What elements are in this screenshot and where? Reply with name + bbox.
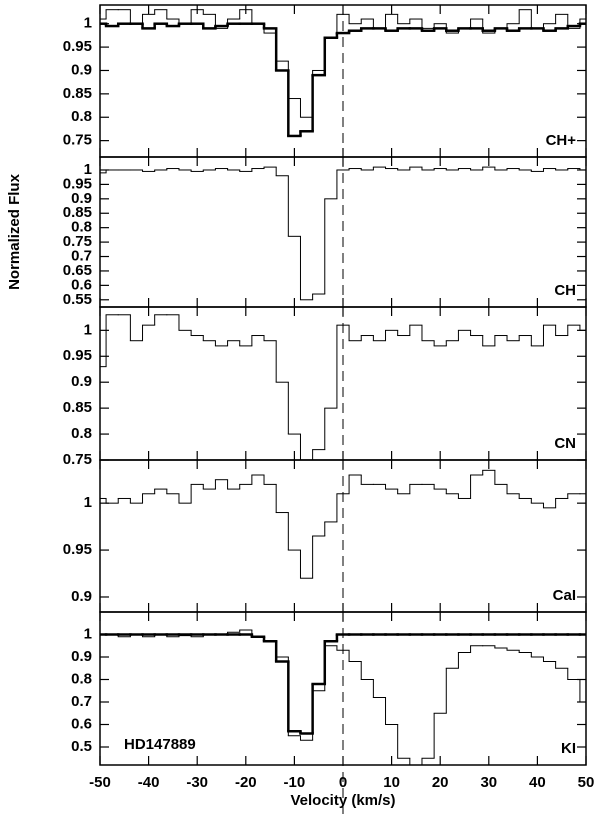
panel-label: KI	[561, 740, 576, 757]
y-tick-label: 0.7	[71, 693, 92, 710]
y-tick-label: 0.8	[71, 219, 92, 236]
y-tick-label: 0.9	[71, 648, 92, 665]
x-tick-label: 40	[529, 774, 546, 791]
panel-label: CN	[554, 435, 576, 452]
x-tick-label: 50	[578, 774, 595, 791]
y-tick-label: 0.9	[71, 61, 92, 78]
x-tick-label: -40	[138, 774, 160, 791]
y-tick-label: 0.85	[63, 85, 92, 102]
x-tick-label: 0	[339, 774, 347, 791]
spectrum	[100, 22, 586, 138]
y-tick-label: 0.8	[71, 670, 92, 687]
x-tick-label: -30	[186, 774, 208, 791]
panel-label: CH	[554, 282, 576, 299]
y-tick-label: 1	[84, 625, 92, 642]
plot-area	[100, 9, 586, 138]
y-tick-label: 0.9	[71, 373, 92, 390]
y-tick-label: 0.95	[63, 38, 92, 55]
y-tick-label: 0.95	[63, 347, 92, 364]
x-tick-label: -50	[89, 774, 111, 791]
y-tick-label: 0.85	[63, 399, 92, 416]
x-tick-label: 10	[383, 774, 400, 791]
y-tick-label: 0.9	[71, 588, 92, 605]
spectrum	[100, 314, 586, 460]
y-axis-label: Normalized Flux	[6, 173, 23, 290]
y-tick-label: 0.6	[71, 715, 92, 732]
plot-area	[100, 469, 586, 579]
y-tick-label: 1	[84, 161, 92, 178]
spectrum	[100, 633, 586, 735]
y-tick-label: 0.6	[71, 276, 92, 293]
spectrum	[100, 166, 586, 301]
y-tick-label: 0.55	[63, 291, 92, 308]
y-tick-label: 1	[84, 321, 92, 338]
y-tick-label: 0.5	[71, 738, 92, 755]
y-tick-label: 0.8	[71, 108, 92, 125]
y-tick-label: 0.85	[63, 204, 92, 221]
panel-label: CH+	[546, 132, 577, 149]
y-tick-label: 0.75	[63, 132, 92, 149]
plot-area	[100, 629, 586, 765]
plot-area	[100, 166, 586, 301]
y-tick-label: 0.8	[71, 425, 92, 442]
x-tick-label: 20	[432, 774, 449, 791]
annotation: HD147889	[124, 736, 196, 753]
x-axis-label: Velocity (km/s)	[290, 792, 395, 809]
spectrum	[100, 469, 586, 579]
y-tick-label: 0.75	[63, 451, 92, 468]
y-tick-label: 0.95	[63, 541, 92, 558]
panel-label: CaI	[553, 587, 576, 604]
x-tick-label: -20	[235, 774, 257, 791]
y-tick-label: 0.95	[63, 175, 92, 192]
y-tick-label: 0.9	[71, 190, 92, 207]
x-tick-label: 30	[480, 774, 497, 791]
y-tick-label: 0.7	[71, 247, 92, 264]
x-tick-label: -10	[284, 774, 306, 791]
plot-area	[100, 314, 586, 460]
y-tick-label: 0.75	[63, 233, 92, 250]
y-tick-label: 1	[84, 15, 92, 32]
y-tick-label: 1	[84, 494, 92, 511]
y-tick-label: 0.65	[63, 262, 92, 279]
